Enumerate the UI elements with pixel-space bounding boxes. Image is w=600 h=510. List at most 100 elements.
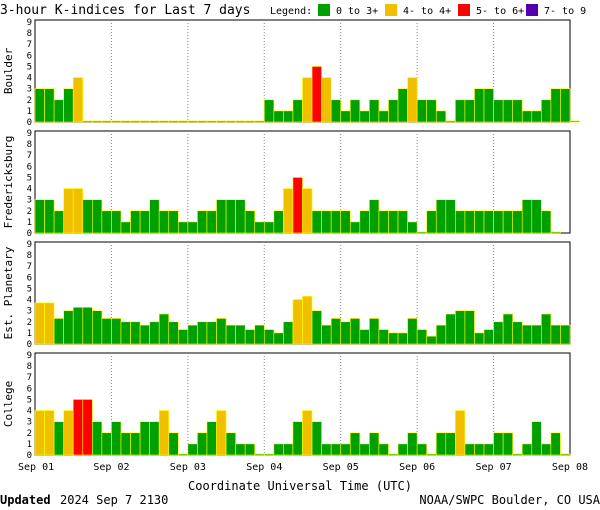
y-tick-label: 9 <box>27 18 32 28</box>
k-bar <box>541 313 552 345</box>
source-credit: NOAA/SWPC Boulder, CO USA <box>419 493 600 507</box>
k-bar <box>369 99 380 123</box>
k-bar <box>130 432 141 456</box>
k-bar <box>72 77 84 123</box>
k-bar <box>311 310 322 345</box>
y-tick-label: 7 <box>27 40 32 50</box>
k-bar <box>273 110 284 123</box>
k-bar <box>158 410 170 456</box>
k-bar <box>34 199 45 234</box>
k-bar <box>53 318 64 345</box>
legend-entry-0: 0 to 3+ <box>336 6 378 17</box>
k-bar <box>187 120 198 123</box>
y-tick-label: 7 <box>27 373 32 383</box>
k-bar <box>225 120 236 123</box>
k-bar <box>273 332 284 345</box>
k-bar <box>216 318 227 345</box>
k-bar <box>531 421 542 456</box>
k-bar <box>216 120 227 123</box>
k-bar <box>139 324 150 345</box>
y-tick-label: 2 <box>27 96 32 106</box>
k-bar <box>426 210 437 234</box>
y-tick-label: 7 <box>27 151 32 161</box>
k-bar <box>111 120 122 123</box>
y-tick-label: 6 <box>27 51 32 61</box>
k-bar <box>72 188 84 234</box>
k-bar <box>44 410 55 456</box>
k-bar <box>44 88 55 123</box>
k-bar <box>397 332 408 345</box>
k-bar <box>63 88 74 123</box>
y-tick-label: 5 <box>27 62 32 72</box>
k-bar <box>426 99 437 123</box>
k-bar <box>149 321 160 345</box>
k-bar <box>168 321 179 345</box>
k-bar <box>426 335 437 345</box>
k-bar <box>72 399 84 456</box>
k-bar <box>244 120 256 123</box>
y-tick-label: 2 <box>27 429 32 439</box>
x-tick-label: Sep 07 <box>476 462 512 473</box>
y-tick-label: 7 <box>27 262 32 272</box>
updated-label: Updated <box>0 493 51 507</box>
k-bar <box>92 199 103 234</box>
k-bar <box>455 99 466 123</box>
y-tick-label: 8 <box>27 29 32 39</box>
k-bar <box>206 120 217 123</box>
k-bar <box>321 77 332 123</box>
k-bar <box>263 329 275 345</box>
k-bar <box>178 329 189 345</box>
k-bar <box>531 324 542 345</box>
k-bar <box>512 453 523 456</box>
k-bar <box>283 110 294 123</box>
legend-entry-3: 7- to 9 <box>544 6 586 17</box>
k-bar <box>44 302 55 345</box>
k-bar <box>531 110 542 123</box>
y-tick-label: 5 <box>27 395 32 405</box>
y-tick-label: 5 <box>27 284 32 294</box>
k-bar <box>541 210 552 234</box>
k-bar <box>235 199 246 234</box>
k-bar <box>82 399 93 456</box>
k-bar <box>340 443 351 456</box>
k-bar <box>120 432 131 456</box>
k-bar <box>263 99 275 123</box>
x-axis-label: Coordinate Universal Time (UTC) <box>188 479 412 493</box>
k-bar <box>483 210 494 234</box>
k-bar <box>512 210 523 234</box>
k-bar <box>493 432 504 456</box>
y-tick-label: 1 <box>27 107 32 117</box>
y-tick-label: 8 <box>27 140 32 150</box>
station-label: College <box>2 381 15 427</box>
k-bar <box>283 443 294 456</box>
k-bar <box>512 321 523 345</box>
k-bar <box>321 443 332 456</box>
k-bar <box>254 120 265 123</box>
k-bar <box>569 120 580 123</box>
k-bar <box>369 432 380 456</box>
k-bar <box>63 310 74 345</box>
k-bar <box>445 313 456 345</box>
k-bar <box>330 443 342 456</box>
y-tick-label: 3 <box>27 307 32 317</box>
k-bar <box>311 421 322 456</box>
station-label: Boulder <box>2 47 15 94</box>
x-axis-ticks: Sep 01 Sep 02 Sep 03 Sep 04 Sep 05 Sep 06 Sep … <box>18 462 588 473</box>
k-bar <box>34 410 45 456</box>
k-bar <box>139 421 150 456</box>
k-bar <box>369 199 380 234</box>
k-bar <box>168 432 179 456</box>
k-bar <box>560 324 571 345</box>
k-bar <box>311 210 322 234</box>
legend: 0 to 3+ 4- to 4+ 5- to 6+ 7- to 9 <box>318 4 586 17</box>
k-bar <box>111 318 122 345</box>
k-bar <box>493 210 504 234</box>
k-bar <box>101 120 112 123</box>
legend-swatch-3 <box>526 4 538 16</box>
k-bar <box>349 318 361 345</box>
k-bar <box>340 321 351 345</box>
k-bar <box>388 332 399 345</box>
k-bar <box>92 120 103 123</box>
k-bar <box>455 210 466 234</box>
k-bar <box>120 321 131 345</box>
